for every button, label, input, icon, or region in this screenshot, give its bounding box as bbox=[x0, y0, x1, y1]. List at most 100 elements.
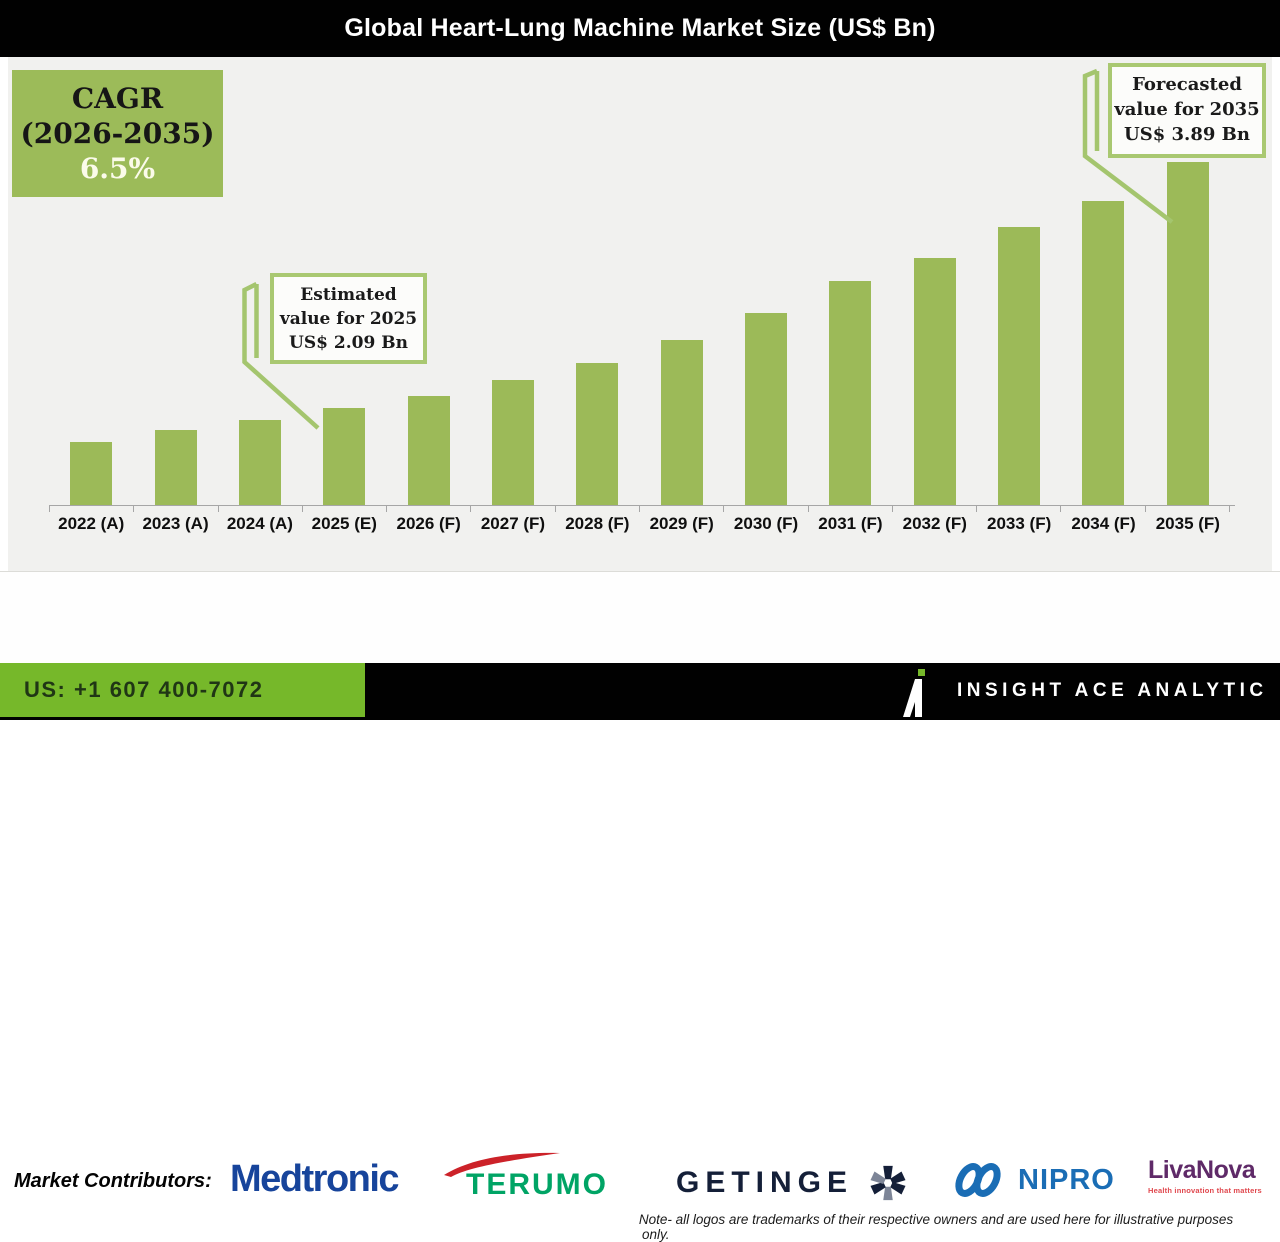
brand-block: INSIGHT ACE ANALYTIC bbox=[903, 663, 1268, 717]
bar-2026 bbox=[407, 396, 450, 505]
footer-bar: US: +1 607 400-7072 INSIGHT ACE ANALYTIC bbox=[0, 663, 1280, 720]
xaxis-label: 2030 (F) bbox=[733, 514, 799, 533]
bar-slot bbox=[133, 162, 217, 505]
bar-slot bbox=[1061, 162, 1145, 505]
chart-panel: CAGR (2026-2035) 6.5% 2022 (A) 2023 (A) 20… bbox=[8, 57, 1272, 571]
xaxis-label: 2027 (F) bbox=[480, 514, 546, 533]
medtronic-logo: Medtronic bbox=[230, 1158, 400, 1201]
bar-slot bbox=[471, 162, 555, 505]
estimated-line1: Estimated bbox=[300, 285, 397, 305]
axis-tick bbox=[976, 506, 1060, 512]
xaxis-ticks bbox=[49, 506, 1230, 512]
trademark-note-line1: Note- all logos are trademarks of their … bbox=[638, 1212, 1234, 1227]
axis-tick bbox=[470, 506, 554, 512]
axis-tick bbox=[638, 506, 723, 512]
bar-2031 bbox=[829, 281, 872, 505]
xaxis-label: 2029 (F) bbox=[649, 514, 714, 533]
forecasted-line2: value for 2035 bbox=[1114, 98, 1260, 120]
livanova-tagline: Health innovation that matters bbox=[1148, 1186, 1262, 1195]
xaxis-label: 2028 (F) bbox=[565, 514, 630, 533]
bar-2032 bbox=[913, 258, 956, 505]
cagr-period: (2026-2035) bbox=[20, 116, 215, 150]
getinge-star-icon bbox=[870, 1165, 906, 1201]
xaxis-label: 2031 (F) bbox=[818, 514, 883, 533]
title-bar: Global Heart-Lung Machine Market Size (U… bbox=[0, 0, 1280, 57]
terumo-logo: TERUMO bbox=[440, 1151, 650, 1202]
brand-name: INSIGHT ACE ANALYTIC bbox=[957, 680, 1268, 701]
bar-2035 bbox=[1166, 162, 1209, 505]
axis-tick bbox=[1144, 506, 1229, 512]
xaxis-label: 2024 (A) bbox=[226, 514, 293, 533]
bar-slot bbox=[555, 162, 639, 505]
bar-slot bbox=[302, 162, 386, 505]
axis-tick bbox=[891, 506, 976, 512]
market-contributors-label: Market Contributors: bbox=[14, 1170, 212, 1192]
xaxis-label: 2032 (F) bbox=[902, 514, 967, 533]
phone-block: US: +1 607 400-7072 bbox=[0, 663, 365, 717]
forecasted-line1: Forecasted bbox=[1132, 74, 1242, 95]
cagr-value: 6.5% bbox=[79, 152, 156, 186]
trademark-note-line2: only. bbox=[642, 1227, 670, 1242]
xaxis-label: 2025 (E) bbox=[311, 514, 377, 533]
bar-slot bbox=[218, 162, 302, 505]
xaxis-label: 2034 (F) bbox=[1071, 514, 1136, 533]
xaxis-label: 2022 (A) bbox=[58, 514, 125, 533]
phone-number: US: +1 607 400-7072 bbox=[24, 677, 264, 702]
bar-2022 bbox=[70, 442, 113, 505]
bar-2025 bbox=[323, 408, 366, 505]
axis-tick bbox=[807, 506, 892, 512]
bar-2030 bbox=[745, 313, 788, 505]
xaxis-label: 2033 (F) bbox=[987, 514, 1052, 533]
logo-green-dot bbox=[918, 669, 925, 676]
getinge-logo: GETINGE bbox=[676, 1164, 907, 1202]
bar-2024 bbox=[238, 420, 281, 505]
bar-2023 bbox=[154, 430, 197, 505]
xaxis-label: 2035 (F) bbox=[1155, 514, 1220, 533]
medtronic-wordmark: Medtronic bbox=[230, 1158, 400, 1200]
estimated-value: US$ 2.09 Bn bbox=[289, 333, 408, 354]
market-contributors-strip: Market Contributors: Medtronic TERUMO GE… bbox=[0, 571, 1280, 1242]
bar-2029 bbox=[660, 340, 703, 505]
nipro-mark-icon bbox=[955, 1163, 1001, 1197]
terumo-wordmark: TERUMO bbox=[466, 1168, 608, 1201]
trademark-note: Note- all logos are trademarks of their … bbox=[598, 1212, 1274, 1242]
chart-title: Global Heart-Lung Machine Market Size (U… bbox=[344, 14, 936, 42]
xaxis-labels: 2022 (A) 2023 (A) 2024 (A) 2025 (E) 2026 (F)… bbox=[49, 514, 1230, 534]
cagr-box: CAGR (2026-2035) 6.5% bbox=[12, 70, 223, 197]
xaxis-label: 2023 (A) bbox=[142, 514, 209, 533]
x-axis-line bbox=[49, 505, 1235, 506]
cagr-label: CAGR bbox=[71, 81, 164, 115]
bar-slot bbox=[1146, 162, 1230, 505]
xaxis-label: 2026 (F) bbox=[396, 514, 461, 533]
bar-slot bbox=[386, 162, 470, 505]
bar-2027 bbox=[491, 380, 534, 505]
bar-slot bbox=[893, 162, 977, 505]
axis-tick bbox=[49, 506, 133, 512]
bar-2033 bbox=[998, 227, 1041, 505]
axis-tick bbox=[723, 506, 807, 512]
forecasted-value: US$ 3.89 Bn bbox=[1124, 123, 1250, 145]
livanova-logo: LivaNova Health innovation that matters bbox=[1148, 1156, 1262, 1195]
axis-tick bbox=[301, 506, 386, 512]
axis-tick bbox=[386, 506, 470, 512]
estimated-line2: value for 2025 bbox=[279, 309, 418, 330]
estimated-value-callout: Estimated value for 2025 US$ 2.09 Bn bbox=[270, 273, 427, 364]
bars-row bbox=[49, 162, 1230, 505]
livanova-wordmark: LivaNova bbox=[1148, 1156, 1256, 1184]
axis-tick bbox=[1060, 506, 1144, 512]
axis-tick bbox=[133, 506, 217, 512]
nipro-wordmark: NIPRO bbox=[1018, 1163, 1115, 1196]
bar-2028 bbox=[576, 363, 619, 505]
bar-slot bbox=[640, 162, 724, 505]
insight-ace-logo-icon bbox=[903, 665, 933, 717]
nipro-logo: NIPRO bbox=[950, 1160, 1115, 1200]
axis-tick bbox=[554, 506, 639, 512]
bar-slot bbox=[977, 162, 1061, 505]
bar-slot bbox=[724, 162, 808, 505]
getinge-wordmark: GETINGE bbox=[676, 1166, 854, 1199]
bar-slot bbox=[808, 162, 892, 505]
forecasted-value-callout: Forecasted value for 2035 US$ 3.89 Bn bbox=[1108, 63, 1266, 158]
bar-2034 bbox=[1082, 201, 1125, 505]
bar-slot bbox=[49, 162, 133, 505]
axis-tick bbox=[217, 506, 302, 512]
